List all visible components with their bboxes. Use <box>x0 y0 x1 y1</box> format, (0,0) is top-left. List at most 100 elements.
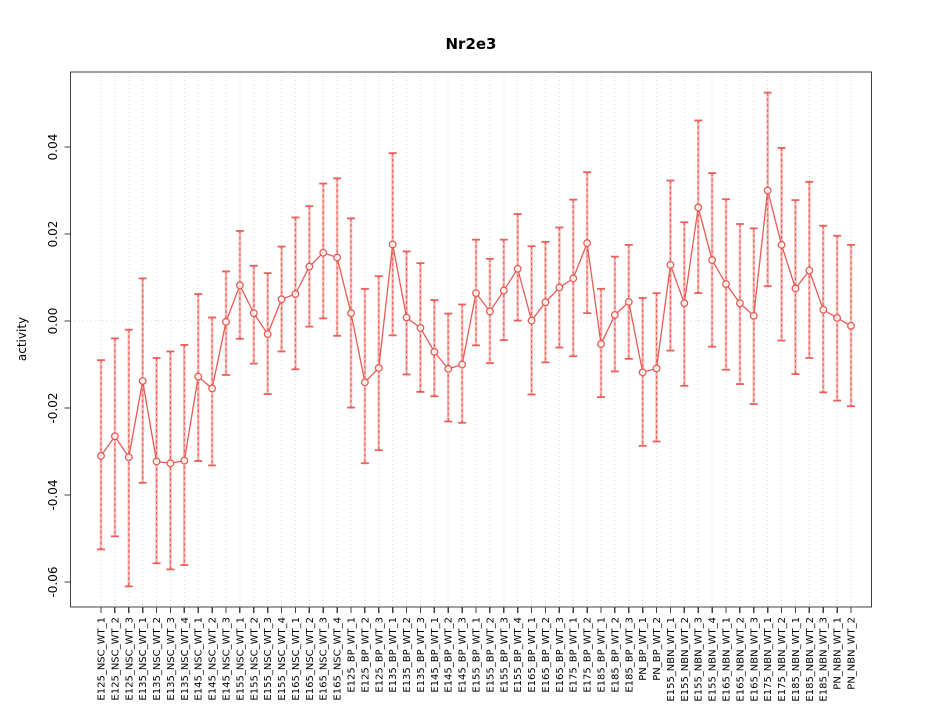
data-point <box>333 253 342 262</box>
x-tick-label: E155_BP_WT_3 <box>499 617 510 693</box>
x-tick-label: E135_BP_WT_1 <box>388 617 399 693</box>
data-point <box>166 459 175 468</box>
x-tick-label: PN_BP_WT_2 <box>652 617 663 681</box>
x-tick-label: PN_NBN_WT_1 <box>833 617 844 690</box>
x-tick-label: E155_NBN_WT_4 <box>708 617 719 702</box>
x-tick-label: E135_NSC_WT_1 <box>138 617 149 701</box>
x-tick-label: E135_BP_WT_2 <box>402 617 413 693</box>
data-point <box>583 239 592 248</box>
x-tick-label: PN_NBN_WT_2 <box>847 617 858 690</box>
x-tick-label: E155_NSC_WT_3 <box>263 617 274 701</box>
data-point <box>458 360 467 369</box>
x-tick-label: E145_NSC_WT_1 <box>194 617 205 701</box>
x-tick-label: E135_BP_WT_3 <box>416 617 427 693</box>
y-tick-label: -0.02 <box>46 392 60 423</box>
x-tick-label: E145_BP_WT_1 <box>430 617 441 693</box>
data-point <box>374 364 383 372</box>
data-point <box>638 368 647 377</box>
data-point <box>472 289 480 298</box>
x-tick-label: E125_NSC_WT_1 <box>97 617 108 701</box>
x-tick-label: E165_NSC_WT_4 <box>333 617 344 701</box>
x-tick-label: E135_NSC_WT_3 <box>166 617 177 701</box>
data-point <box>680 299 689 308</box>
x-tick-label: E185_BP_WT_3 <box>624 617 635 693</box>
y-tick-label: 0.02 <box>46 221 60 248</box>
data-point <box>569 274 578 283</box>
x-tick-label: E185_NBN_WT_2 <box>805 617 816 702</box>
x-tick-label: E185_NBN_WT_1 <box>791 617 802 702</box>
x-tick-label: E155_NBN_WT_2 <box>680 617 691 702</box>
data-point <box>235 281 244 290</box>
x-tick-label: E155_NBN_WT_3 <box>694 617 705 702</box>
data-point <box>610 310 619 319</box>
data-point <box>541 298 550 307</box>
data-point <box>222 317 230 326</box>
data-point <box>291 290 300 298</box>
x-tick-label: E165_BP_WT_3 <box>555 617 566 693</box>
x-tick-label: E165_BP_WT_2 <box>541 617 552 693</box>
data-point <box>110 432 119 441</box>
x-tick-label: E155_BP_WT_2 <box>485 617 496 693</box>
data-point <box>444 364 453 373</box>
data-point <box>763 186 772 195</box>
data-point <box>805 266 814 275</box>
data-points-layer <box>97 186 855 468</box>
data-point <box>652 364 661 373</box>
data-point <box>124 453 133 462</box>
x-tick-label: E155_NSC_WT_2 <box>249 617 260 701</box>
data-point <box>624 297 633 306</box>
data-point <box>722 280 730 288</box>
data-point <box>152 457 161 466</box>
axes-layer: 0.04 0.02 0.00 -0.02 -0.04 -0.06 E125_NSC_WT_1… <box>46 71 873 702</box>
grid-layer <box>70 72 872 607</box>
data-point <box>694 203 703 212</box>
data-point <box>263 330 272 338</box>
x-tick-label: E165_NSC_WT_2 <box>305 617 316 701</box>
x-tick-label: E125_BP_WT_2 <box>360 617 371 693</box>
x-tick-label: E145_BP_WT_2 <box>444 617 455 693</box>
data-point <box>666 260 675 269</box>
x-tick-label: E125_NSC_WT_2 <box>110 617 121 701</box>
data-point <box>416 324 425 332</box>
x-tick-label: E125_BP_WT_3 <box>374 617 385 693</box>
data-point <box>499 286 508 295</box>
x-tick-label: E155_NBN_WT_1 <box>666 617 677 702</box>
x-tick-label: E175_BP_WT_2 <box>583 617 594 693</box>
y-tick-label: -0.04 <box>46 479 60 510</box>
data-point <box>527 316 536 325</box>
x-tick-label: E155_NSC_WT_4 <box>277 617 288 701</box>
x-tick-label: E165_NSC_WT_3 <box>319 617 330 701</box>
data-point <box>513 264 522 273</box>
data-point <box>208 384 217 393</box>
data-point <box>249 309 258 318</box>
data-point <box>597 340 605 349</box>
data-point <box>777 240 786 249</box>
data-point <box>388 240 397 249</box>
y-tick-label: 0.04 <box>46 134 60 161</box>
x-tick-label: E135_NSC_WT_2 <box>152 617 163 701</box>
x-tick-label: E155_BP_WT_4 <box>513 617 524 693</box>
x-tick-label: E165_NSC_WT_1 <box>291 617 302 701</box>
data-point <box>347 309 355 318</box>
x-tick-label: E185_NBN_WT_3 <box>819 617 830 702</box>
data-point <box>360 378 369 387</box>
data-point <box>791 284 800 293</box>
data-point <box>735 299 744 308</box>
data-point <box>277 295 286 304</box>
x-tick-label: E125_NSC_WT_3 <box>124 617 135 701</box>
data-point <box>833 314 842 322</box>
x-tick-label: E145_NSC_WT_2 <box>208 617 219 701</box>
x-tick-label: E165_BP_WT_1 <box>527 617 538 693</box>
x-tick-label: PN_BP_WT_1 <box>638 617 649 681</box>
plot-box <box>69 71 873 608</box>
x-tick-label: E125_BP_WT_1 <box>347 617 358 693</box>
data-point <box>708 256 717 265</box>
x-tick-label: E135_NSC_WT_4 <box>180 617 191 701</box>
data-point <box>819 305 828 314</box>
data-point <box>138 377 147 385</box>
x-tick-label: E145_NSC_WT_3 <box>222 617 233 701</box>
data-point <box>749 311 758 320</box>
data-point <box>402 313 411 322</box>
